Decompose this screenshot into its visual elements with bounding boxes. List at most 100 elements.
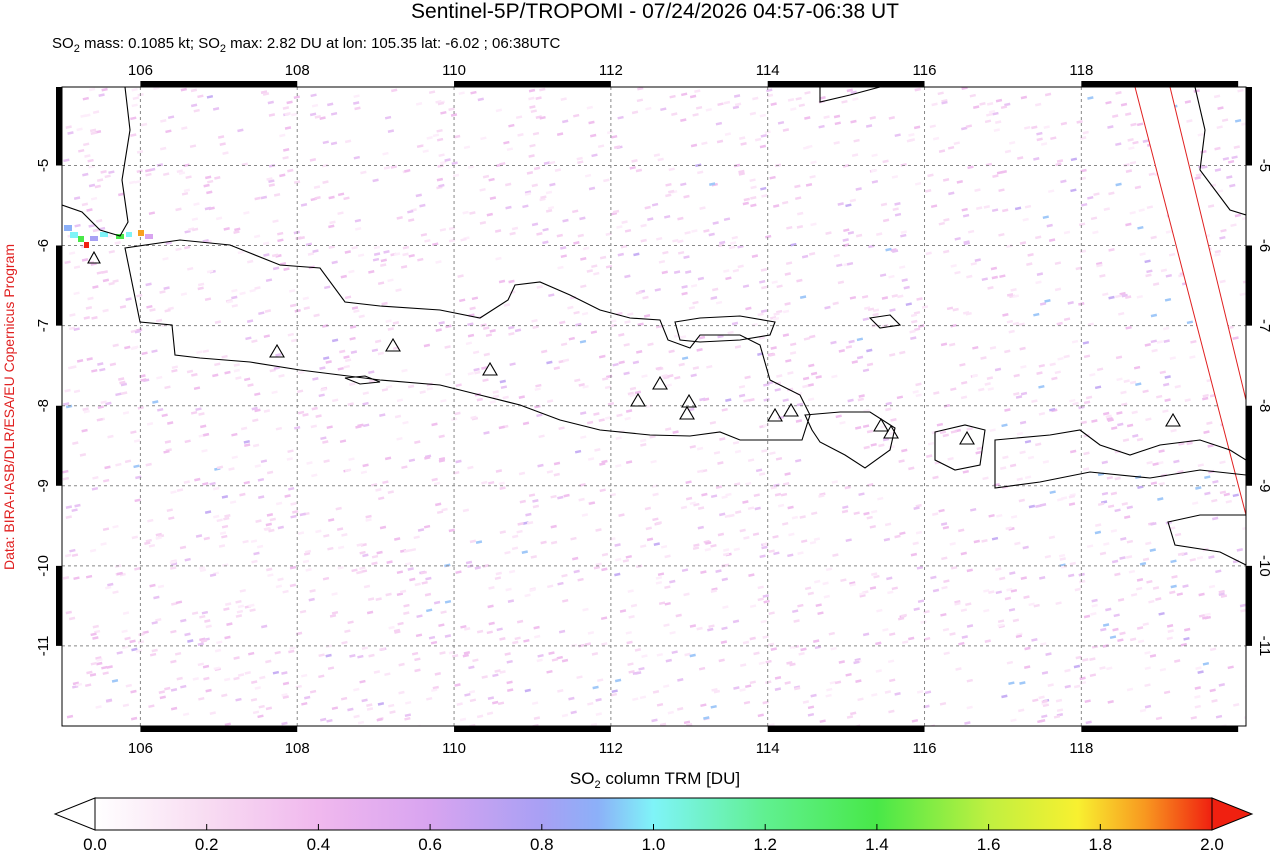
pixel [732,440,740,445]
pixel [480,136,487,141]
pixel [838,660,845,664]
pixel [730,241,737,245]
pixel [1031,125,1038,130]
pixel [993,128,1000,132]
pixel [163,286,170,290]
pixel [344,139,352,144]
pixel [114,241,121,245]
pixel [193,108,200,113]
pixel [578,383,585,387]
pixel [257,714,264,719]
pixel [116,650,123,655]
pixel [1060,179,1067,184]
pixel [376,717,383,722]
y-tick-label: -5 [35,159,52,172]
pixel [476,397,483,402]
pixel [1144,704,1152,709]
pixel [396,216,403,220]
pixel [1063,354,1070,359]
pixel [1076,120,1083,124]
pixel [1112,627,1119,632]
pixel [274,650,281,655]
pixel [989,428,996,433]
pixel [839,420,846,425]
pixel [197,94,204,99]
pixel [1049,362,1056,367]
pixel [1024,646,1031,651]
pixel [777,503,785,508]
pixel [969,93,976,98]
pixel [762,700,769,705]
pixel [327,546,334,551]
pixel [1239,292,1246,297]
pixel [206,190,213,195]
pixel [1117,311,1125,316]
pixel [810,222,817,227]
pixel [271,390,278,395]
pixel [574,378,581,383]
pixel [594,448,601,452]
pixel [941,556,948,561]
pixel [65,610,72,615]
pixel [826,687,833,692]
pixel [1071,339,1079,344]
pixel [396,570,404,575]
pixel [902,640,909,645]
pixel [677,678,684,682]
pixel [1214,168,1222,172]
pixel [206,269,214,274]
pixel [998,188,1005,193]
pixel [732,268,740,273]
pixel [999,274,1006,279]
pixel [721,407,728,412]
pixel [152,400,159,404]
pixel [199,614,206,619]
pixel [387,129,395,133]
pixel [444,345,451,349]
x-tick-label: 114 [756,62,780,79]
pixel [631,159,638,163]
subtitle: SO2 mass: 0.1085 kt; SO2 max: 2.82 DU at… [52,35,561,55]
pixel [205,175,212,180]
pixel [305,568,312,572]
pixel [469,306,476,311]
pixel [625,409,633,413]
pixel [960,551,967,556]
colorbar-tick-label: 1.0 [642,835,666,853]
pixel [380,258,387,263]
pixel [937,91,944,96]
pixel [974,188,981,192]
pixel [371,348,379,353]
pixel [930,204,938,209]
pixel [1024,439,1032,444]
pixel [224,722,231,726]
pixel [1020,391,1028,396]
pixel [739,528,746,533]
pixel [1044,554,1052,559]
pixel [1033,603,1040,608]
pixel [102,527,110,532]
pixel [1146,269,1153,274]
y-tick-label: -11 [35,636,52,657]
pixel [165,129,172,134]
pixel [250,539,258,544]
pixel [273,193,281,197]
pixel [1013,392,1020,396]
pixel [130,133,137,137]
pixel [753,651,760,656]
pixel [233,230,240,234]
pixel [971,373,979,378]
pixel [887,590,894,595]
pixel [122,611,130,615]
pixel [786,225,793,230]
pixel [627,589,634,593]
coastline [868,314,902,329]
pixel [1039,503,1047,507]
pixel [748,398,755,402]
y-tick-label: -8 [35,399,52,412]
pixel [492,390,499,394]
pixel [1087,195,1094,200]
pixel [463,627,471,631]
pixel [467,333,475,338]
pixel [426,136,433,140]
